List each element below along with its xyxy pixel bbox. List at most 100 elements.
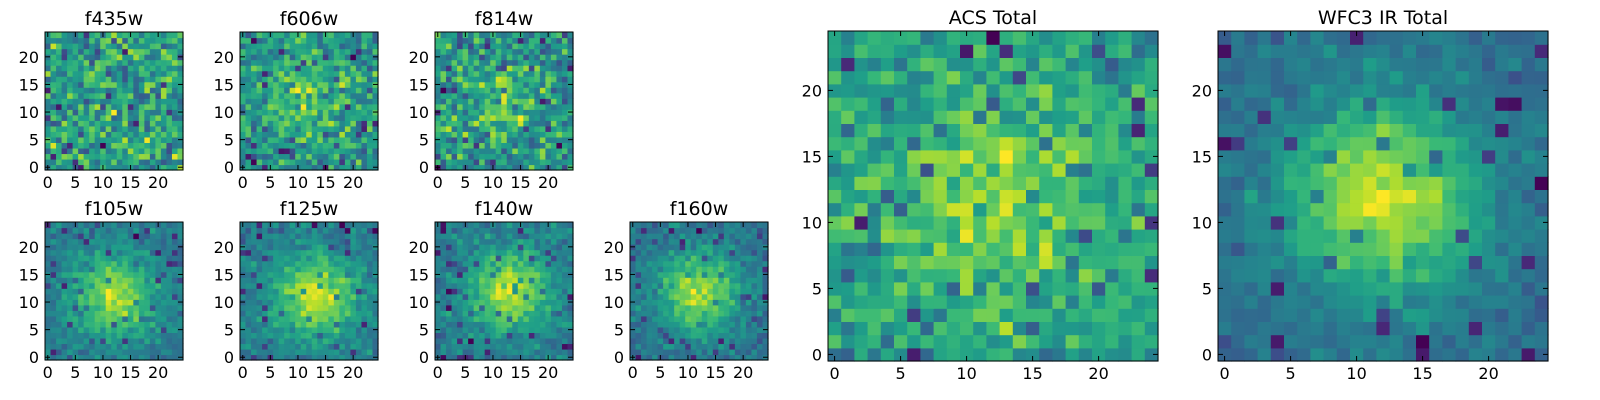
heatmap-cell bbox=[512, 227, 519, 234]
heatmap-cell bbox=[344, 98, 351, 105]
heatmap-cell bbox=[663, 354, 670, 361]
heatmap-cell bbox=[67, 299, 74, 306]
heatmap-cell bbox=[762, 321, 769, 328]
heatmap-cell bbox=[171, 92, 179, 99]
heatmap-cell bbox=[490, 293, 497, 300]
heatmap-cell bbox=[78, 304, 85, 311]
heatmap-cell bbox=[490, 348, 497, 356]
heatmap-cell bbox=[468, 142, 475, 149]
heatmap-cell bbox=[333, 120, 340, 127]
heatmap-cell bbox=[339, 164, 346, 171]
heatmap-cell bbox=[284, 87, 291, 94]
heatmap-cell bbox=[495, 332, 502, 339]
heatmap-cell bbox=[133, 54, 140, 61]
heatmap-cell bbox=[273, 87, 280, 94]
heatmap-cell bbox=[495, 244, 502, 251]
heatmap-cell bbox=[523, 315, 530, 322]
heatmap-cell bbox=[484, 288, 491, 295]
heatmap-cell bbox=[333, 114, 340, 121]
heatmap-cell bbox=[245, 315, 252, 322]
heatmap-cell bbox=[166, 120, 173, 127]
heatmap-cell bbox=[1078, 189, 1093, 204]
heatmap-cell bbox=[361, 266, 368, 273]
heatmap-cell bbox=[133, 337, 140, 345]
heatmap-cell bbox=[300, 310, 307, 317]
heatmap-cell bbox=[550, 326, 558, 333]
heatmap-cell bbox=[138, 238, 145, 245]
heatmap-cell bbox=[78, 81, 85, 88]
heatmap-cell bbox=[1131, 202, 1146, 217]
heatmap-cell bbox=[116, 65, 123, 72]
heatmap-cell bbox=[322, 348, 329, 356]
heatmap-cell bbox=[262, 103, 269, 110]
heatmap-cell bbox=[61, 343, 68, 350]
heatmap-cell bbox=[72, 337, 79, 345]
heatmap-cell bbox=[679, 304, 686, 311]
heatmap-cell bbox=[278, 125, 285, 132]
heatmap-cell bbox=[355, 43, 363, 50]
heatmap-cell bbox=[355, 120, 363, 127]
heatmap-cell bbox=[740, 321, 747, 328]
heatmap-cell bbox=[999, 281, 1014, 296]
heatmap-cell bbox=[740, 271, 747, 278]
heatmap-cell bbox=[245, 109, 252, 116]
heatmap-cell bbox=[361, 222, 368, 229]
heatmap-cell bbox=[333, 65, 340, 72]
heatmap-cell bbox=[122, 109, 129, 116]
heatmap-cell bbox=[350, 260, 357, 267]
heatmap-cell bbox=[646, 277, 653, 284]
heatmap-cell bbox=[457, 136, 464, 143]
heatmap-cell bbox=[100, 271, 107, 278]
heatmap-cell bbox=[1131, 176, 1146, 190]
heatmap-cell bbox=[56, 81, 63, 88]
heatmap-cell bbox=[523, 98, 530, 105]
heatmap-cell bbox=[894, 189, 908, 204]
heatmap-cell bbox=[762, 222, 769, 229]
heatmap-cell bbox=[701, 288, 708, 295]
heatmap-cell bbox=[712, 299, 719, 306]
heatmap-cell bbox=[300, 321, 307, 328]
heatmap-cell bbox=[284, 81, 291, 88]
heatmap-cell bbox=[262, 282, 269, 289]
x-tick-label: 5 bbox=[655, 363, 665, 382]
heatmap-cell bbox=[534, 109, 541, 116]
heatmap-cell bbox=[1078, 242, 1093, 256]
heatmap-cell bbox=[561, 37, 569, 44]
heatmap-cell bbox=[729, 277, 736, 284]
heatmap-cell bbox=[545, 147, 552, 155]
heatmap-cell bbox=[740, 293, 747, 300]
heatmap-cell bbox=[440, 65, 447, 72]
heatmap-cell bbox=[657, 332, 664, 339]
heatmap-cell bbox=[523, 332, 530, 339]
heatmap-cell bbox=[1092, 295, 1106, 309]
heatmap-cell bbox=[155, 76, 162, 83]
heatmap-cell bbox=[328, 125, 335, 132]
heatmap-cell bbox=[539, 244, 546, 251]
heatmap-cell bbox=[100, 142, 107, 149]
heatmap-cell bbox=[729, 304, 736, 311]
heatmap-cell bbox=[479, 238, 486, 245]
heatmap-cell bbox=[366, 332, 374, 339]
heatmap-cell bbox=[630, 321, 637, 328]
heatmap-cell bbox=[50, 81, 57, 88]
heatmap-cell bbox=[435, 92, 442, 99]
heatmap-cell bbox=[344, 37, 351, 44]
y-tick-label: 0 bbox=[419, 348, 429, 367]
heatmap-cell bbox=[556, 293, 563, 300]
heatmap-cell bbox=[372, 304, 379, 311]
heatmap-cell bbox=[177, 282, 184, 289]
heatmap-cell bbox=[50, 337, 57, 345]
heatmap-cell bbox=[501, 153, 508, 160]
heatmap-cell bbox=[366, 310, 374, 317]
heatmap-cell bbox=[641, 266, 648, 273]
heatmap-cell bbox=[446, 354, 453, 361]
heatmap-cell bbox=[116, 70, 123, 77]
heatmap-cell bbox=[149, 37, 156, 44]
heatmap-cell bbox=[328, 136, 335, 143]
heatmap-cell bbox=[490, 98, 497, 105]
heatmap-cell bbox=[72, 326, 79, 333]
heatmap-cell bbox=[45, 255, 52, 262]
heatmap-cell bbox=[468, 98, 475, 105]
heatmap-cell bbox=[723, 233, 730, 240]
heatmap-cell bbox=[256, 266, 263, 273]
